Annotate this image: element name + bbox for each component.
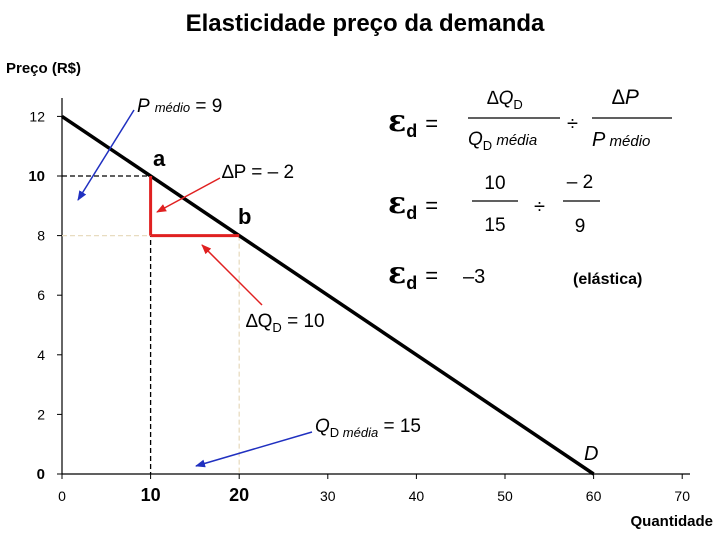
y-tick-label: 0 [37,466,45,483]
arrow-p-medio [77,109,135,201]
formula-den-p-symbol: P [592,129,606,151]
arrow-delta-p [156,177,221,213]
formula-num-neg2: – 2 [567,172,593,193]
formula-epsilon-2: εd = [388,186,438,223]
formula-epsilon-sub-2: d [406,203,417,223]
formula-epsilon-sub-1: d [406,121,417,141]
formula-epsilon-3: εd = [388,256,438,293]
p-medio-value: = 9 [190,96,222,117]
point-a-label: a [153,146,166,171]
formula-epsilon-symbol-1: ε [388,104,406,139]
y-ticks: 0 2 4 6 8 10 12 [28,108,62,483]
formula-den-p-word: médio [605,133,650,150]
formula-eq-2: = [425,193,438,218]
formula-num-dq-symbol: ∆Q [487,88,514,109]
y-tick-label: 4 [37,347,45,363]
formula-div-2: ÷ [534,196,545,218]
q-media-annotation: QD média = 15 [315,416,421,440]
formula-num-dq: ∆QD [487,88,523,112]
formula-div-1: ÷ [567,113,578,135]
x-tick-label: 70 [674,488,690,504]
formula-epsilon-1: εd = [388,104,438,141]
formula-den-q-sub: D [483,138,492,153]
y-tick-label: 10 [28,168,45,185]
formula-den-15: 15 [484,215,505,236]
formula-den-q-word: média [492,132,537,149]
p-medio-symbol: P [137,96,150,117]
x-axis-label: Quantidade [630,513,713,530]
delta-q-sub: D [272,320,281,335]
formula-result: –3 [463,266,485,288]
delta-q-annotation: ∆QD = 10 [246,311,325,335]
formula-num-10: 10 [484,173,505,194]
y-tick-label: 8 [37,228,45,244]
arrow-q-media [195,431,313,468]
x-tick-label: 30 [320,488,336,504]
x-tick-label: 0 [58,488,66,504]
x-tick-label: 10 [141,485,161,505]
pointer-arrows [77,109,313,468]
delta-q-value: = 10 [282,311,325,332]
q-media-symbol: Q [315,416,330,437]
formula-note: (elástica) [573,271,642,288]
x-tick-label: 20 [229,485,249,505]
x-tick-label: 60 [586,488,602,504]
formula-num-dq-sub: D [513,97,522,112]
x-ticks: 0 10 20 30 40 50 60 70 [58,474,690,505]
delta-q-symbol: ∆Q [246,311,272,332]
x-tick-label: 40 [409,488,425,504]
y-axis-label: Preço (R$) [6,60,81,77]
demand-label: D [584,443,598,465]
chart-title: Elasticidade preço da demanda [186,10,545,37]
arrow-delta-q [201,244,263,306]
formula-den-q: QD média [468,129,537,153]
q-media-sub: D [330,425,339,440]
q-media-value: = 15 [378,416,421,437]
formula-den-q-symbol: Q [468,129,483,150]
formula-den-p: P médio [592,129,650,151]
formula-epsilon-sub-3: d [406,273,417,293]
change-triangle [149,176,240,238]
formula-epsilon-symbol-3: ε [388,256,406,291]
p-medio-sub: médio [155,100,190,115]
delta-p-annotation: ∆P = – 2 [222,162,294,183]
y-tick-label: 2 [37,406,45,422]
y-tick-label: 6 [37,287,45,303]
formula-epsilon-symbol-2: ε [388,186,406,221]
formula-eq-1: = [425,111,438,136]
formula-num-dp: ∆P [612,86,639,109]
y-tick-label: 12 [29,108,45,124]
q-media-word: média [339,425,378,440]
formula-den-9: 9 [575,216,586,237]
elasticity-formula: εd = ∆QD QD média ÷ ∆P P médio εd = 10 15 … [388,86,672,293]
point-b-label: b [238,204,251,229]
x-tick-label: 50 [497,488,513,504]
formula-eq-3: = [425,263,438,288]
